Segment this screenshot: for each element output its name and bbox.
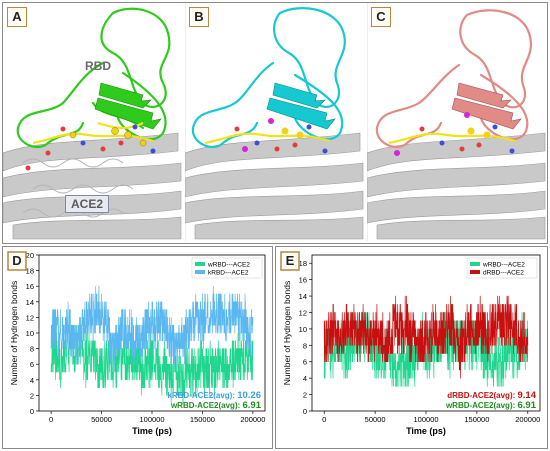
- panel-b-letter: B: [189, 7, 209, 27]
- legend: [191, 257, 263, 279]
- legend: [466, 257, 538, 279]
- chart-d: 0 2 4 6 8 10 12 14 16 18 20 0 50000 100000 150000 20000…: [7, 251, 265, 436]
- legend-swatch-1: [470, 262, 480, 266]
- x-axis-label: Time (ps): [132, 426, 172, 436]
- atom-spheres: [25, 124, 156, 171]
- avg-annotation-1: wRBD-ACE2(avg): 6.91: [170, 400, 262, 411]
- legend-label-2: kRBD---ACE2: [208, 270, 249, 277]
- y-tick-label: 6: [303, 358, 307, 367]
- y-tick-label: 8: [303, 341, 307, 350]
- structure-panels-frame: A RBD ACE2 B: [2, 2, 548, 244]
- x-tick-label: 200000: [240, 415, 265, 424]
- y-tick-label: 12: [299, 308, 307, 317]
- y-tick-label: 16: [26, 282, 34, 291]
- chart-e: 0 2 4 6 8 10 12 14 16 18 0 50000 100000 150000 200000 T…: [280, 251, 541, 436]
- panel-letter-box: [280, 251, 300, 271]
- x-tick-label: 200000: [515, 415, 540, 424]
- chart-d-frame: 0 2 4 6 8 10 12 14 16 18 20 0 50000 100000 150000 20000…: [2, 246, 273, 449]
- y-tick-label: 18: [299, 259, 307, 268]
- panel-c-letter: C: [371, 7, 391, 27]
- y-tick-label: 4: [30, 376, 34, 385]
- y-axis-label: Number of Hydrogen bonds: [9, 281, 19, 385]
- avg-annotation-1: wRBD-ACE2(avg): 6.91: [445, 400, 537, 411]
- x-tick-label: 150000: [464, 415, 489, 424]
- panel-c-structure: [367, 3, 546, 241]
- y-tick-label: 2: [30, 391, 34, 400]
- y-tick-label: 12: [26, 313, 34, 322]
- interface-residues: [32, 121, 154, 145]
- x-tick-label: 50000: [365, 415, 386, 424]
- y-tick-label: 18: [26, 267, 34, 276]
- panel-letter-box: [7, 251, 27, 271]
- legend-swatch-2: [195, 270, 205, 274]
- rbd-label: RBD: [85, 59, 111, 73]
- y-tick-label: 2: [303, 391, 307, 400]
- y-tick-label: 20: [26, 251, 34, 260]
- x-tick-label: 50000: [91, 415, 112, 424]
- x-tick-label: 0: [49, 415, 53, 424]
- x-tick-label: 100000: [413, 415, 438, 424]
- series-line-2: [50, 285, 254, 373]
- y-tick-label: 8: [30, 345, 34, 354]
- y-tick-label: 6: [30, 360, 34, 369]
- x-tick-label: 0: [322, 415, 326, 424]
- legend-label-1: wRBD---ACE2: [207, 262, 250, 269]
- y-tick-label: 14: [299, 292, 307, 301]
- panel-b-structure: [185, 3, 364, 241]
- y-tick-label: 0: [30, 407, 34, 416]
- x-axis-label: Time (ps): [406, 426, 446, 436]
- y-tick-label: 14: [26, 298, 34, 307]
- y-tick-label: 10: [299, 325, 307, 334]
- x-tick-label: 100000: [139, 415, 164, 424]
- avg-annotation-2: kRBD-ACE2(avg): 10.26: [167, 390, 261, 401]
- chart-e-frame: 0 2 4 6 8 10 12 14 16 18 0 50000 100000 150000 200000 T…: [275, 246, 548, 449]
- legend-swatch-2: [470, 270, 480, 274]
- y-axis-label: Number of Hydrogen bonds: [282, 281, 292, 385]
- legend-label-1: wRBD---ACE2: [482, 262, 525, 269]
- avg-annotation-2: dRBD-ACE2(avg): 9.14: [447, 390, 536, 401]
- y-tick-label: 10: [26, 329, 34, 338]
- panel-letter: D: [12, 253, 21, 268]
- y-tick-label: 4: [303, 374, 307, 383]
- rbd-sheet: [94, 82, 162, 130]
- legend-swatch-1: [195, 262, 205, 266]
- ace2-label: ACE2: [65, 195, 110, 213]
- panel-letter: E: [286, 253, 295, 268]
- x-tick-label: 150000: [190, 415, 215, 424]
- legend-label-2: dRBD---ACE2: [483, 270, 524, 277]
- series-line-1: [50, 317, 254, 404]
- y-tick-label: 16: [299, 276, 307, 285]
- y-tick-label: 0: [303, 407, 307, 416]
- series-line-2: [323, 295, 529, 379]
- panel-a-letter: A: [7, 7, 27, 27]
